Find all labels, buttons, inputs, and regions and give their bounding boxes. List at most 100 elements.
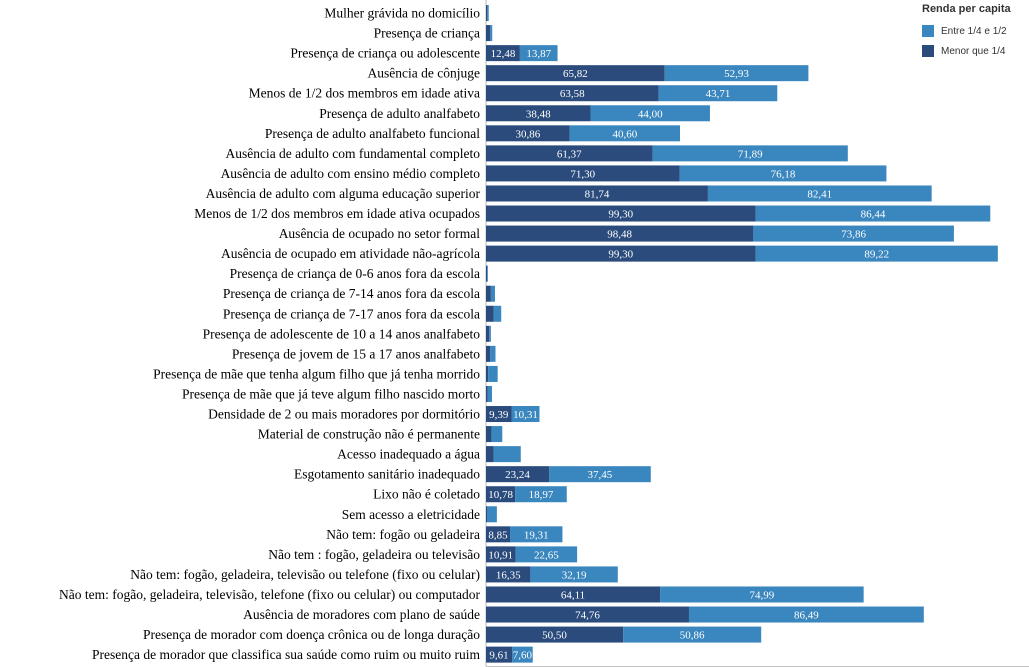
bar-menor-que-1-4-presenca-de-crianca-de-0-6-anos-fora-da-escola[interactable] bbox=[486, 265, 488, 282]
legend-title: Renda per capita bbox=[922, 3, 1011, 15]
value-label-menor-que-1-4-ausencia-de-ocupado-no-setor-formal: 98,48 bbox=[607, 229, 632, 241]
bar-entre-1-4-e-1-2-presenca-de-adolescente-de-10-a-14-anos-analfabeto[interactable] bbox=[489, 325, 491, 342]
bar-menor-que-1-4-nao-tem-fogao-geladeira-televisao-ou-telefone-fixo-ou-celular[interactable] bbox=[486, 566, 531, 583]
bar-entre-1-4-e-1-2-nao-tem-fogao-geladeira-televisao-telefone-fixo-ou-celular-ou-computador[interactable] bbox=[660, 586, 864, 603]
value-label-menor-que-1-4-ausencia-de-conjuge: 65,82 bbox=[563, 68, 588, 80]
category-label-presenca-de-crianca-de-7-14-anos-fora-da-escola: Presença de criança de 7-14 anos fora da… bbox=[223, 286, 480, 301]
bar-entre-1-4-e-1-2-presenca-de-mae-que-tenha-algum-filho-que-ja-tenha-morrido[interactable] bbox=[488, 365, 498, 382]
bar-entre-1-4-e-1-2-ausencia-de-adulto-com-ensino-medio-completo[interactable] bbox=[679, 165, 887, 182]
bar-menor-que-1-4-ausencia-de-ocupado-no-setor-formal[interactable] bbox=[486, 225, 754, 242]
value-label-menor-que-1-4-lixo-nao-e-coletado: 10,78 bbox=[488, 489, 513, 501]
bar-menor-que-1-4-acesso-inadequado-a-agua[interactable] bbox=[486, 446, 494, 463]
bar-menor-que-1-4-presenca-de-adulto-analfabeto[interactable] bbox=[486, 105, 591, 122]
bar-entre-1-4-e-1-2-esgotamento-sanitario-inadequado[interactable] bbox=[549, 466, 651, 483]
bar-menor-que-1-4-material-de-construcao-nao-e-permanente[interactable] bbox=[486, 426, 492, 443]
bar-entre-1-4-e-1-2-nao-tem-fogao-geladeira-ou-televisao[interactable] bbox=[515, 546, 578, 563]
bar-entre-1-4-e-1-2-nao-tem-fogao-geladeira-televisao-ou-telefone-fixo-ou-celular[interactable] bbox=[530, 566, 618, 583]
bar-entre-1-4-e-1-2-presenca-de-crianca-de-7-17-anos-fora-da-escola[interactable] bbox=[493, 305, 502, 322]
bar-menor-que-1-4-presenca-de-crianca-ou-adolescente[interactable] bbox=[486, 45, 520, 62]
value-label-entre-1-4-e-1-2-menos-de-1-2-dos-membros-em-idade-ativa: 43,71 bbox=[706, 88, 731, 100]
bar-menor-que-1-4-nao-tem-fogao-ou-geladeira[interactable] bbox=[486, 526, 511, 543]
bar-menor-que-1-4-presenca-de-mae-que-tenha-algum-filho-que-ja-tenha-morrido[interactable] bbox=[486, 365, 489, 382]
value-label-entre-1-4-e-1-2-presenca-de-adulto-analfabeto: 44,00 bbox=[638, 108, 663, 120]
bar-entre-1-4-e-1-2-ausencia-de-ocupado-no-setor-formal[interactable] bbox=[753, 225, 954, 242]
value-label-entre-1-4-e-1-2-ausencia-de-adulto-com-alguma-educacao-superior: 82,41 bbox=[807, 188, 832, 200]
bar-entre-1-4-e-1-2-menos-de-1-2-dos-membros-em-idade-ativa-ocupados[interactable] bbox=[755, 205, 991, 222]
bar-menor-que-1-4-esgotamento-sanitario-inadequado[interactable] bbox=[486, 466, 550, 483]
bar-entre-1-4-e-1-2-ausencia-de-moradores-com-plano-de-saude[interactable] bbox=[688, 606, 924, 623]
bar-menor-que-1-4-menos-de-1-2-dos-membros-em-idade-ativa-ocupados[interactable] bbox=[486, 205, 756, 222]
bar-entre-1-4-e-1-2-presenca-de-crianca-de-7-14-anos-fora-da-escola[interactable] bbox=[490, 285, 495, 302]
bar-entre-1-4-e-1-2-presenca-de-jovem-de-15-a-17-anos-analfabeto[interactable] bbox=[490, 345, 496, 362]
bar-menor-que-1-4-presenca-de-adulto-analfabeto-funcional[interactable] bbox=[486, 125, 570, 142]
category-label-presenca-de-mae-que-tenha-algum-filho-que-ja-tenha-morrido: Presença de mãe que tenha algum filho qu… bbox=[153, 366, 480, 381]
bar-menor-que-1-4-nao-tem-fogao-geladeira-televisao-telefone-fixo-ou-celular-ou-computador[interactable] bbox=[486, 586, 661, 603]
bar-entre-1-4-e-1-2-presenca-de-morador-com-doenca-cronica-ou-de-longa-duracao[interactable] bbox=[623, 626, 762, 643]
value-label-entre-1-4-e-1-2-ausencia-de-ocupado-em-atividade-nao-agricola: 89,22 bbox=[864, 249, 889, 261]
bar-entre-1-4-e-1-2-ausencia-de-conjuge[interactable] bbox=[664, 65, 809, 82]
value-label-entre-1-4-e-1-2-presenca-de-morador-com-doenca-cronica-ou-de-longa-duracao: 50,86 bbox=[680, 630, 705, 642]
category-label-presenca-de-crianca-de-7-17-anos-fora-da-escola: Presença de criança de 7-17 anos fora da… bbox=[223, 306, 480, 321]
value-label-menor-que-1-4-nao-tem-fogao-geladeira-televisao-ou-telefone-fixo-ou-celular: 16,35 bbox=[496, 569, 521, 581]
bar-menor-que-1-4-presenca-de-jovem-de-15-a-17-anos-analfabeto[interactable] bbox=[486, 345, 491, 362]
bar-menor-que-1-4-sem-acesso-a-eletricidade[interactable] bbox=[486, 506, 488, 523]
bar-entre-1-4-e-1-2-presenca-de-adulto-analfabeto[interactable] bbox=[590, 105, 710, 122]
category-label-presenca-de-mae-que-ja-teve-algum-filho-nascido-morto: Presença de mãe que já teve algum filho … bbox=[182, 386, 480, 401]
value-label-menor-que-1-4-presenca-de-crianca-ou-adolescente: 12,48 bbox=[491, 48, 516, 60]
bar-menor-que-1-4-ausencia-de-conjuge[interactable] bbox=[486, 65, 665, 82]
bar-menor-que-1-4-presenca-de-crianca-de-7-14-anos-fora-da-escola[interactable] bbox=[486, 285, 491, 302]
bar-entre-1-4-e-1-2-ausencia-de-ocupado-em-atividade-nao-agricola[interactable] bbox=[755, 245, 998, 262]
bar-menor-que-1-4-presenca-de-crianca[interactable] bbox=[486, 25, 491, 42]
bar-menor-que-1-4-lixo-nao-e-coletado[interactable] bbox=[486, 486, 516, 503]
value-label-menor-que-1-4-menos-de-1-2-dos-membros-em-idade-ativa-ocupados: 99,30 bbox=[608, 209, 633, 221]
value-label-menor-que-1-4-densidade-de-2-ou-mais-moradores-por-dormitorio: 9,39 bbox=[489, 409, 509, 421]
bar-entre-1-4-e-1-2-nao-tem-fogao-ou-geladeira[interactable] bbox=[510, 526, 563, 543]
bar-entre-1-4-e-1-2-ausencia-de-adulto-com-alguma-educacao-superior[interactable] bbox=[707, 185, 932, 202]
bar-menor-que-1-4-nao-tem-fogao-geladeira-ou-televisao[interactable] bbox=[486, 546, 516, 563]
bar-entre-1-4-e-1-2-sem-acesso-a-eletricidade[interactable] bbox=[487, 506, 497, 523]
bar-menor-que-1-4-presenca-de-morador-que-classifica-sua-saude-como-ruim-ou-muito-ruim[interactable] bbox=[486, 646, 513, 663]
legend-item-entre-1-4-e-1-2[interactable]: Entre 1/4 e 1/2 bbox=[922, 21, 1026, 41]
bar-entre-1-4-e-1-2-presenca-de-crianca-de-0-6-anos-fora-da-escola[interactable] bbox=[487, 265, 488, 282]
value-label-menor-que-1-4-ausencia-de-ocupado-em-atividade-nao-agricola: 99,30 bbox=[608, 249, 633, 261]
category-label-presenca-de-morador-com-doenca-cronica-ou-de-longa-duracao: Presença de morador com doença crônica o… bbox=[143, 627, 480, 642]
bar-menor-que-1-4-ausencia-de-adulto-com-alguma-educacao-superior[interactable] bbox=[486, 185, 708, 202]
value-label-menor-que-1-4-presenca-de-adulto-analfabeto: 38,48 bbox=[526, 108, 551, 120]
bar-menor-que-1-4-ausencia-de-moradores-com-plano-de-saude[interactable] bbox=[486, 606, 689, 623]
category-label-presenca-de-crianca-de-0-6-anos-fora-da-escola: Presença de criança de 0-6 anos fora da … bbox=[230, 266, 480, 281]
category-label-presenca-de-adulto-analfabeto: Presença de adulto analfabeto bbox=[319, 106, 480, 121]
bar-entre-1-4-e-1-2-lixo-nao-e-coletado[interactable] bbox=[515, 486, 567, 503]
bar-menor-que-1-4-presenca-de-adolescente-de-10-a-14-anos-analfabeto[interactable] bbox=[486, 325, 490, 342]
bar-menor-que-1-4-ausencia-de-ocupado-em-atividade-nao-agricola[interactable] bbox=[486, 245, 756, 262]
bar-menor-que-1-4-densidade-de-2-ou-mais-moradores-por-dormitorio[interactable] bbox=[486, 406, 512, 423]
category-label-nao-tem-fogao-geladeira-ou-televisao: Não tem : fogão, geladeira ou televisão bbox=[268, 547, 480, 562]
category-label-nao-tem-fogao-geladeira-televisao-ou-telefone-fixo-ou-celular: Não tem: fogão, geladeira, televisão ou … bbox=[130, 567, 480, 582]
bar-menor-que-1-4-ausencia-de-adulto-com-ensino-medio-completo[interactable] bbox=[486, 165, 680, 182]
bar-entre-1-4-e-1-2-menos-de-1-2-dos-membros-em-idade-ativa[interactable] bbox=[658, 85, 778, 102]
value-label-menor-que-1-4-ausencia-de-adulto-com-ensino-medio-completo: 71,30 bbox=[570, 168, 595, 180]
bar-menor-que-1-4-mulher-gravida-no-domicilio[interactable] bbox=[486, 5, 488, 22]
bar-menor-que-1-4-ausencia-de-adulto-com-fundamental-completo[interactable] bbox=[486, 145, 653, 162]
bar-entre-1-4-e-1-2-ausencia-de-adulto-com-fundamental-completo[interactable] bbox=[652, 145, 848, 162]
bar-entre-1-4-e-1-2-presenca-de-crianca[interactable] bbox=[490, 25, 493, 42]
bar-menor-que-1-4-menos-de-1-2-dos-membros-em-idade-ativa[interactable] bbox=[486, 85, 659, 102]
bar-entre-1-4-e-1-2-presenca-de-adulto-analfabeto-funcional[interactable] bbox=[569, 125, 681, 142]
value-label-entre-1-4-e-1-2-nao-tem-fogao-ou-geladeira: 19,31 bbox=[524, 529, 549, 541]
bar-entre-1-4-e-1-2-presenca-de-morador-que-classifica-sua-saude-como-ruim-ou-muito-ruim[interactable] bbox=[512, 646, 533, 663]
bar-entre-1-4-e-1-2-mulher-gravida-no-domicilio[interactable] bbox=[487, 5, 489, 22]
legend-item-menor-que-1-4[interactable]: Menor que 1/4 bbox=[922, 41, 1026, 61]
category-label-ausencia-de-adulto-com-fundamental-completo: Ausência de adulto com fundamental compl… bbox=[225, 146, 480, 161]
bar-menor-que-1-4-presenca-de-mae-que-ja-teve-algum-filho-nascido-morto[interactable] bbox=[486, 385, 488, 402]
bar-menor-que-1-4-presenca-de-morador-com-doenca-cronica-ou-de-longa-duracao[interactable] bbox=[486, 626, 624, 643]
bar-menor-que-1-4-presenca-de-crianca-de-7-17-anos-fora-da-escola[interactable] bbox=[486, 305, 494, 322]
value-label-menor-que-1-4-nao-tem-fogao-geladeira-ou-televisao: 10,91 bbox=[488, 549, 513, 561]
bar-entre-1-4-e-1-2-presenca-de-crianca-ou-adolescente[interactable] bbox=[519, 45, 558, 62]
bar-entre-1-4-e-1-2-presenca-de-mae-que-ja-teve-algum-filho-nascido-morto[interactable] bbox=[487, 385, 492, 402]
category-label-ausencia-de-ocupado-em-atividade-nao-agricola: Ausência de ocupado em atividade não-agr… bbox=[221, 246, 480, 261]
bar-entre-1-4-e-1-2-acesso-inadequado-a-agua[interactable] bbox=[493, 446, 521, 463]
bar-entre-1-4-e-1-2-densidade-de-2-ou-mais-moradores-por-dormitorio[interactable] bbox=[511, 406, 540, 423]
bar-entre-1-4-e-1-2-material-de-construcao-nao-e-permanente[interactable] bbox=[491, 426, 503, 443]
value-label-menor-que-1-4-menos-de-1-2-dos-membros-em-idade-ativa: 63,58 bbox=[560, 88, 585, 100]
